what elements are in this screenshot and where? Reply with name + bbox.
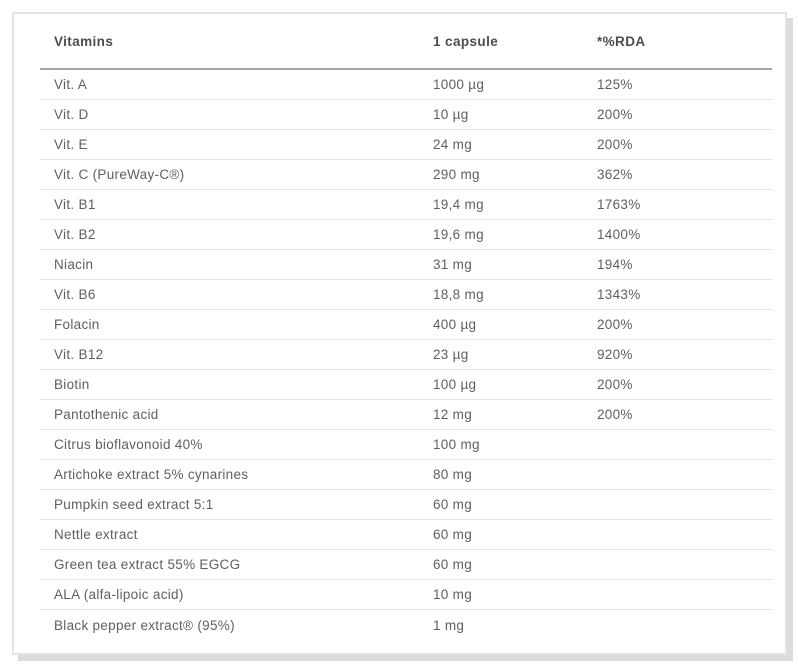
rda-cell: 194%: [597, 257, 633, 272]
vitamin-name-cell: Folacin: [54, 317, 100, 332]
table-row: Pantothenic acid 12 mg 200%: [40, 400, 772, 430]
rda-cell: 200%: [597, 137, 633, 152]
amount-cell: 60 mg: [433, 497, 473, 512]
vitamin-name-cell: Vit. B1: [54, 197, 96, 212]
amount-cell: 10 µg: [433, 107, 469, 122]
table-row: Pumpkin seed extract 5:1 60 mg: [40, 490, 772, 520]
table-row: Folacin 400 µg 200%: [40, 310, 772, 340]
amount-cell: 100 mg: [433, 437, 480, 452]
rda-cell: 362%: [597, 167, 633, 182]
amount-cell: 10 mg: [433, 587, 473, 602]
amount-cell: 60 mg: [433, 557, 473, 572]
table-header-row: Vitamins 1 capsule *%RDA: [40, 14, 772, 70]
rda-cell: 200%: [597, 107, 633, 122]
rda-cell: 200%: [597, 407, 633, 422]
rda-cell: 1343%: [597, 287, 641, 302]
table-row: Black pepper extract® (95%) 1 mg: [40, 610, 772, 640]
table-row: Green tea extract 55% EGCG 60 mg: [40, 550, 772, 580]
vitamin-name-cell: Vit. D: [54, 107, 89, 122]
vitamin-name-cell: Black pepper extract® (95%): [54, 617, 235, 633]
vitamin-name-cell: Citrus bioflavonoid 40%: [54, 437, 203, 452]
table-row: Vit. B12 23 µg 920%: [40, 340, 772, 370]
rda-cell: 1400%: [597, 227, 641, 242]
amount-cell: 100 µg: [433, 377, 477, 392]
table-row: Vit. D 10 µg 200%: [40, 100, 772, 130]
amount-cell: 19,6 mg: [433, 227, 484, 242]
table-row: Biotin 100 µg 200%: [40, 370, 772, 400]
vitamin-name-cell: ALA (alfa-lipoic acid): [54, 587, 184, 602]
table-row: Artichoke extract 5% cynarines 80 mg: [40, 460, 772, 490]
amount-cell: 80 mg: [433, 467, 473, 482]
rda-cell: 200%: [597, 377, 633, 392]
vitamin-name-cell: Vit. B2: [54, 227, 96, 242]
table-row: Vit. B6 18,8 mg 1343%: [40, 280, 772, 310]
vitamin-name-cell: Vit. A: [54, 77, 88, 92]
vitamin-name-cell: Niacin: [54, 257, 94, 272]
table-row: Nettle extract 60 mg: [40, 520, 772, 550]
table-row: Vit. E 24 mg 200%: [40, 130, 772, 160]
vitamin-name-cell: Vit. C (PureWay-C®): [54, 167, 185, 182]
vitamin-name-cell: Vit. B12: [54, 347, 104, 362]
rda-cell: 200%: [597, 317, 633, 332]
table-row: Vit. B1 19,4 mg 1763%: [40, 190, 772, 220]
supplement-facts-table: Vitamins 1 capsule *%RDA Vit. A 1000 µg 12…: [12, 12, 787, 655]
vitamin-name-cell: Pumpkin seed extract 5:1: [54, 497, 214, 512]
column-header-rda: *%RDA: [597, 33, 646, 49]
table-row: Vit. A 1000 µg 125%: [40, 70, 772, 100]
vitamin-name-cell: Vit. E: [54, 137, 88, 152]
vitamin-name-cell: Vit. B6: [54, 287, 96, 302]
amount-cell: 18,8 mg: [433, 287, 484, 302]
amount-cell: 23 µg: [433, 347, 469, 362]
rda-cell: 125%: [597, 77, 633, 92]
table-body: Vit. A 1000 µg 125% Vit. D 10 µg 200% Vit. E 24…: [40, 70, 772, 640]
amount-cell: 31 mg: [433, 257, 473, 272]
amount-cell: 12 mg: [433, 407, 473, 422]
amount-cell: 400 µg: [433, 317, 477, 332]
amount-cell: 1000 µg: [433, 77, 485, 92]
vitamin-name-cell: Biotin: [54, 377, 90, 392]
table-row: Citrus bioflavonoid 40% 100 mg: [40, 430, 772, 460]
table-row: ALA (alfa-lipoic acid) 10 mg: [40, 580, 772, 610]
column-header-vitamins: Vitamins: [54, 33, 114, 49]
table-row: Vit. C (PureWay-C®) 290 mg 362%: [40, 160, 772, 190]
vitamin-name-cell: Nettle extract: [54, 527, 138, 542]
amount-cell: 19,4 mg: [433, 197, 484, 212]
rda-cell: 1763%: [597, 197, 641, 212]
amount-cell: 1 mg: [433, 617, 465, 633]
amount-cell: 24 mg: [433, 137, 473, 152]
amount-cell: 60 mg: [433, 527, 473, 542]
vitamin-name-cell: Pantothenic acid: [54, 407, 159, 422]
table-row: Niacin 31 mg 194%: [40, 250, 772, 280]
table-row: Vit. B2 19,6 mg 1400%: [40, 220, 772, 250]
vitamin-name-cell: Artichoke extract 5% cynarines: [54, 467, 249, 482]
vitamin-name-cell: Green tea extract 55% EGCG: [54, 557, 241, 572]
rda-cell: 920%: [597, 347, 633, 362]
amount-cell: 290 mg: [433, 167, 480, 182]
column-header-amount: 1 capsule: [433, 33, 499, 49]
